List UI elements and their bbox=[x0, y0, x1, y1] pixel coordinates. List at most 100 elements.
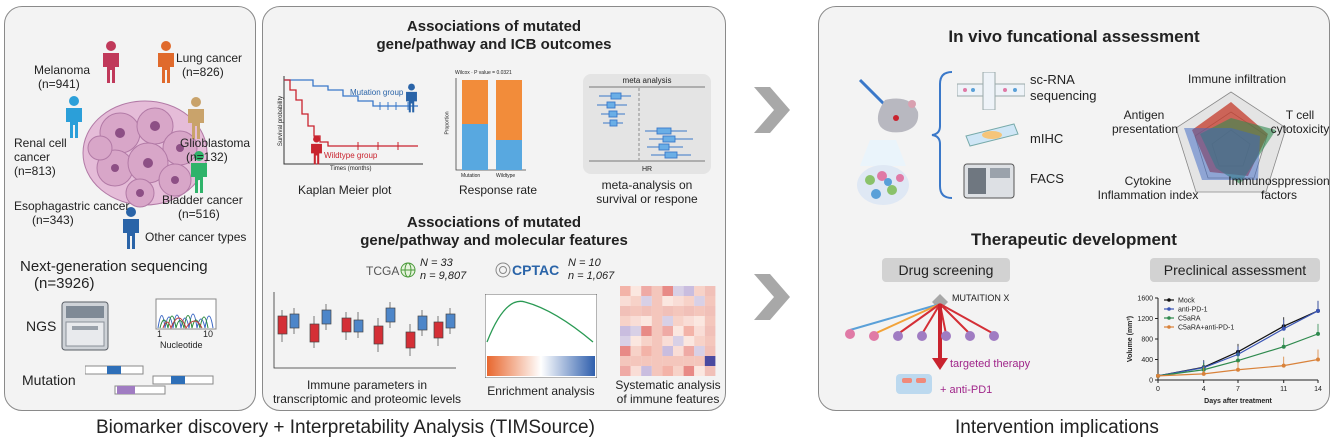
nucleotide-tick-10: 10 bbox=[203, 329, 214, 339]
heatmap-cell bbox=[683, 296, 695, 306]
melanoma-label: Melanoma (n=941) bbox=[34, 63, 91, 91]
kaplan-meier-plot bbox=[283, 76, 423, 165]
heatmap-cell bbox=[673, 356, 684, 366]
heatmap-cell bbox=[683, 346, 695, 356]
heatmap-cell bbox=[694, 336, 705, 346]
heatmap-cell bbox=[630, 346, 642, 356]
y-tick-label: 800 bbox=[1141, 337, 1153, 344]
radar-top-label: Immune infiltration bbox=[1188, 72, 1287, 86]
heatmap-cell bbox=[683, 366, 695, 376]
mutation-person-icon bbox=[406, 83, 417, 113]
heatmap-cell bbox=[673, 286, 684, 296]
cptac-label: CPTAC bbox=[512, 262, 560, 278]
heatmap-cell bbox=[704, 366, 716, 376]
melanoma-person-icon bbox=[103, 41, 119, 83]
heatmap-cell bbox=[641, 296, 652, 306]
heatmap-cell bbox=[651, 356, 663, 366]
other-cancer-label: Other cancer types bbox=[145, 230, 247, 244]
nucleotide-label: Nucleotide bbox=[160, 340, 203, 350]
other-person-icon bbox=[123, 207, 139, 249]
legend-label: C5aRA bbox=[1178, 316, 1201, 323]
immune-boxplot bbox=[273, 292, 456, 369]
heatmap-cell bbox=[683, 326, 695, 336]
heatmap-cell bbox=[694, 296, 705, 306]
legend-label: anti-PD-1 bbox=[1178, 307, 1208, 314]
tcga-counts: N = 33 n = 9,807 bbox=[420, 257, 467, 282]
heatmap-cell bbox=[630, 326, 642, 336]
y-tick-label: 0 bbox=[1149, 378, 1153, 385]
therapeutic-title: Therapeutic development bbox=[971, 230, 1177, 249]
mutation-group-label: Mutation group bbox=[350, 88, 404, 97]
heatmap-cell bbox=[694, 346, 705, 356]
x-tick-label: 7 bbox=[1236, 386, 1240, 393]
response-pval: Wilcox · P value = 0.0321 bbox=[455, 70, 512, 76]
ngs-label: NGS bbox=[26, 318, 57, 334]
heatmap-cell bbox=[641, 326, 652, 336]
heatmap-cell bbox=[630, 366, 642, 376]
heatmap-cell bbox=[651, 336, 663, 346]
x-tick-label: 11 bbox=[1280, 386, 1287, 393]
sc-rna-label: sc-RNA sequencing bbox=[1030, 72, 1097, 103]
biomarker-caption: Biomarker discovery + Interpretability A… bbox=[96, 417, 595, 438]
in-vivo-title: In vivo funcational assessment bbox=[948, 27, 1200, 46]
anti-pd1-label: + anti-PD1 bbox=[940, 384, 993, 396]
heatmap-cell bbox=[651, 296, 663, 306]
heatmap-cell bbox=[704, 296, 716, 306]
immune-parameters-caption: Immune parameters in transcriptomic and p… bbox=[272, 378, 462, 406]
heatmap-cell bbox=[620, 286, 631, 296]
heatmap-cell bbox=[641, 306, 652, 316]
heatmap-cell bbox=[704, 316, 716, 326]
y-tick-label: 1600 bbox=[1137, 296, 1153, 303]
heatmap-cell bbox=[704, 346, 716, 356]
esophagastric-label: Esophagastric cancer (n=343) bbox=[14, 199, 130, 227]
km-ylabel: Survival probability bbox=[278, 95, 285, 147]
response-rate-chart bbox=[455, 78, 526, 171]
km-xlabel: Times (months) bbox=[330, 166, 372, 172]
heatmap-cell bbox=[641, 286, 652, 296]
heatmap-cell bbox=[662, 286, 673, 296]
heatmap-cell bbox=[673, 366, 684, 376]
brace-icon bbox=[931, 71, 953, 199]
intervention-caption: Intervention implications bbox=[955, 417, 1159, 438]
heatmap-cell bbox=[704, 326, 716, 336]
heatmap-cell bbox=[651, 366, 663, 376]
heatmap-cell bbox=[620, 306, 631, 316]
tcga-globe-icon bbox=[400, 262, 416, 278]
heatmap-cell bbox=[651, 286, 663, 296]
heatmap-cell bbox=[704, 286, 716, 296]
enrichment-plot bbox=[485, 294, 597, 378]
tumor-volume-chart: 0 400 800 1200 1600 0 4 7 11 14 Days after treatme… bbox=[1127, 296, 1322, 406]
mouse-injection-icon bbox=[857, 78, 919, 205]
bladder-person-icon bbox=[191, 151, 207, 193]
response-caption: Response rate bbox=[459, 183, 538, 197]
heatmap-cell bbox=[641, 346, 652, 356]
renal-person-icon bbox=[66, 96, 82, 138]
km-caption: Kaplan Meier plot bbox=[298, 183, 392, 197]
heatmap-cell bbox=[694, 306, 705, 316]
heatmap-cell bbox=[620, 336, 631, 346]
heatmap-cell bbox=[662, 326, 673, 336]
heatmap-cell bbox=[694, 326, 705, 336]
lung-label: Lung cancer (n=826) bbox=[176, 51, 243, 79]
heatmap-cell bbox=[704, 356, 716, 366]
heatmap-cell bbox=[641, 366, 652, 376]
heatmap-cell bbox=[662, 306, 673, 316]
heatmap-cell bbox=[662, 346, 673, 356]
glioblastoma-person-icon bbox=[188, 97, 204, 139]
heatmap-cell bbox=[704, 306, 716, 316]
heatmap-cell bbox=[673, 306, 684, 316]
systematic-caption: Systematic analysis of immune features bbox=[615, 378, 721, 406]
heatmap-cell bbox=[641, 336, 652, 346]
preclinical-header: Preclinical assessment bbox=[1150, 258, 1320, 282]
legend-marker bbox=[1167, 325, 1171, 329]
heatmap-cell bbox=[630, 296, 642, 306]
lung-person-icon bbox=[158, 41, 174, 83]
heatmap-cell bbox=[641, 356, 652, 366]
x-tick-label: 14 bbox=[1314, 386, 1322, 393]
mutation-segments bbox=[85, 365, 214, 395]
heatmap-cell bbox=[694, 286, 705, 296]
heatmap-cell bbox=[683, 286, 695, 296]
heatmap-cell bbox=[630, 336, 642, 346]
legend-label: C5aRA+anti-PD-1 bbox=[1178, 325, 1234, 332]
legend-marker bbox=[1167, 298, 1171, 302]
